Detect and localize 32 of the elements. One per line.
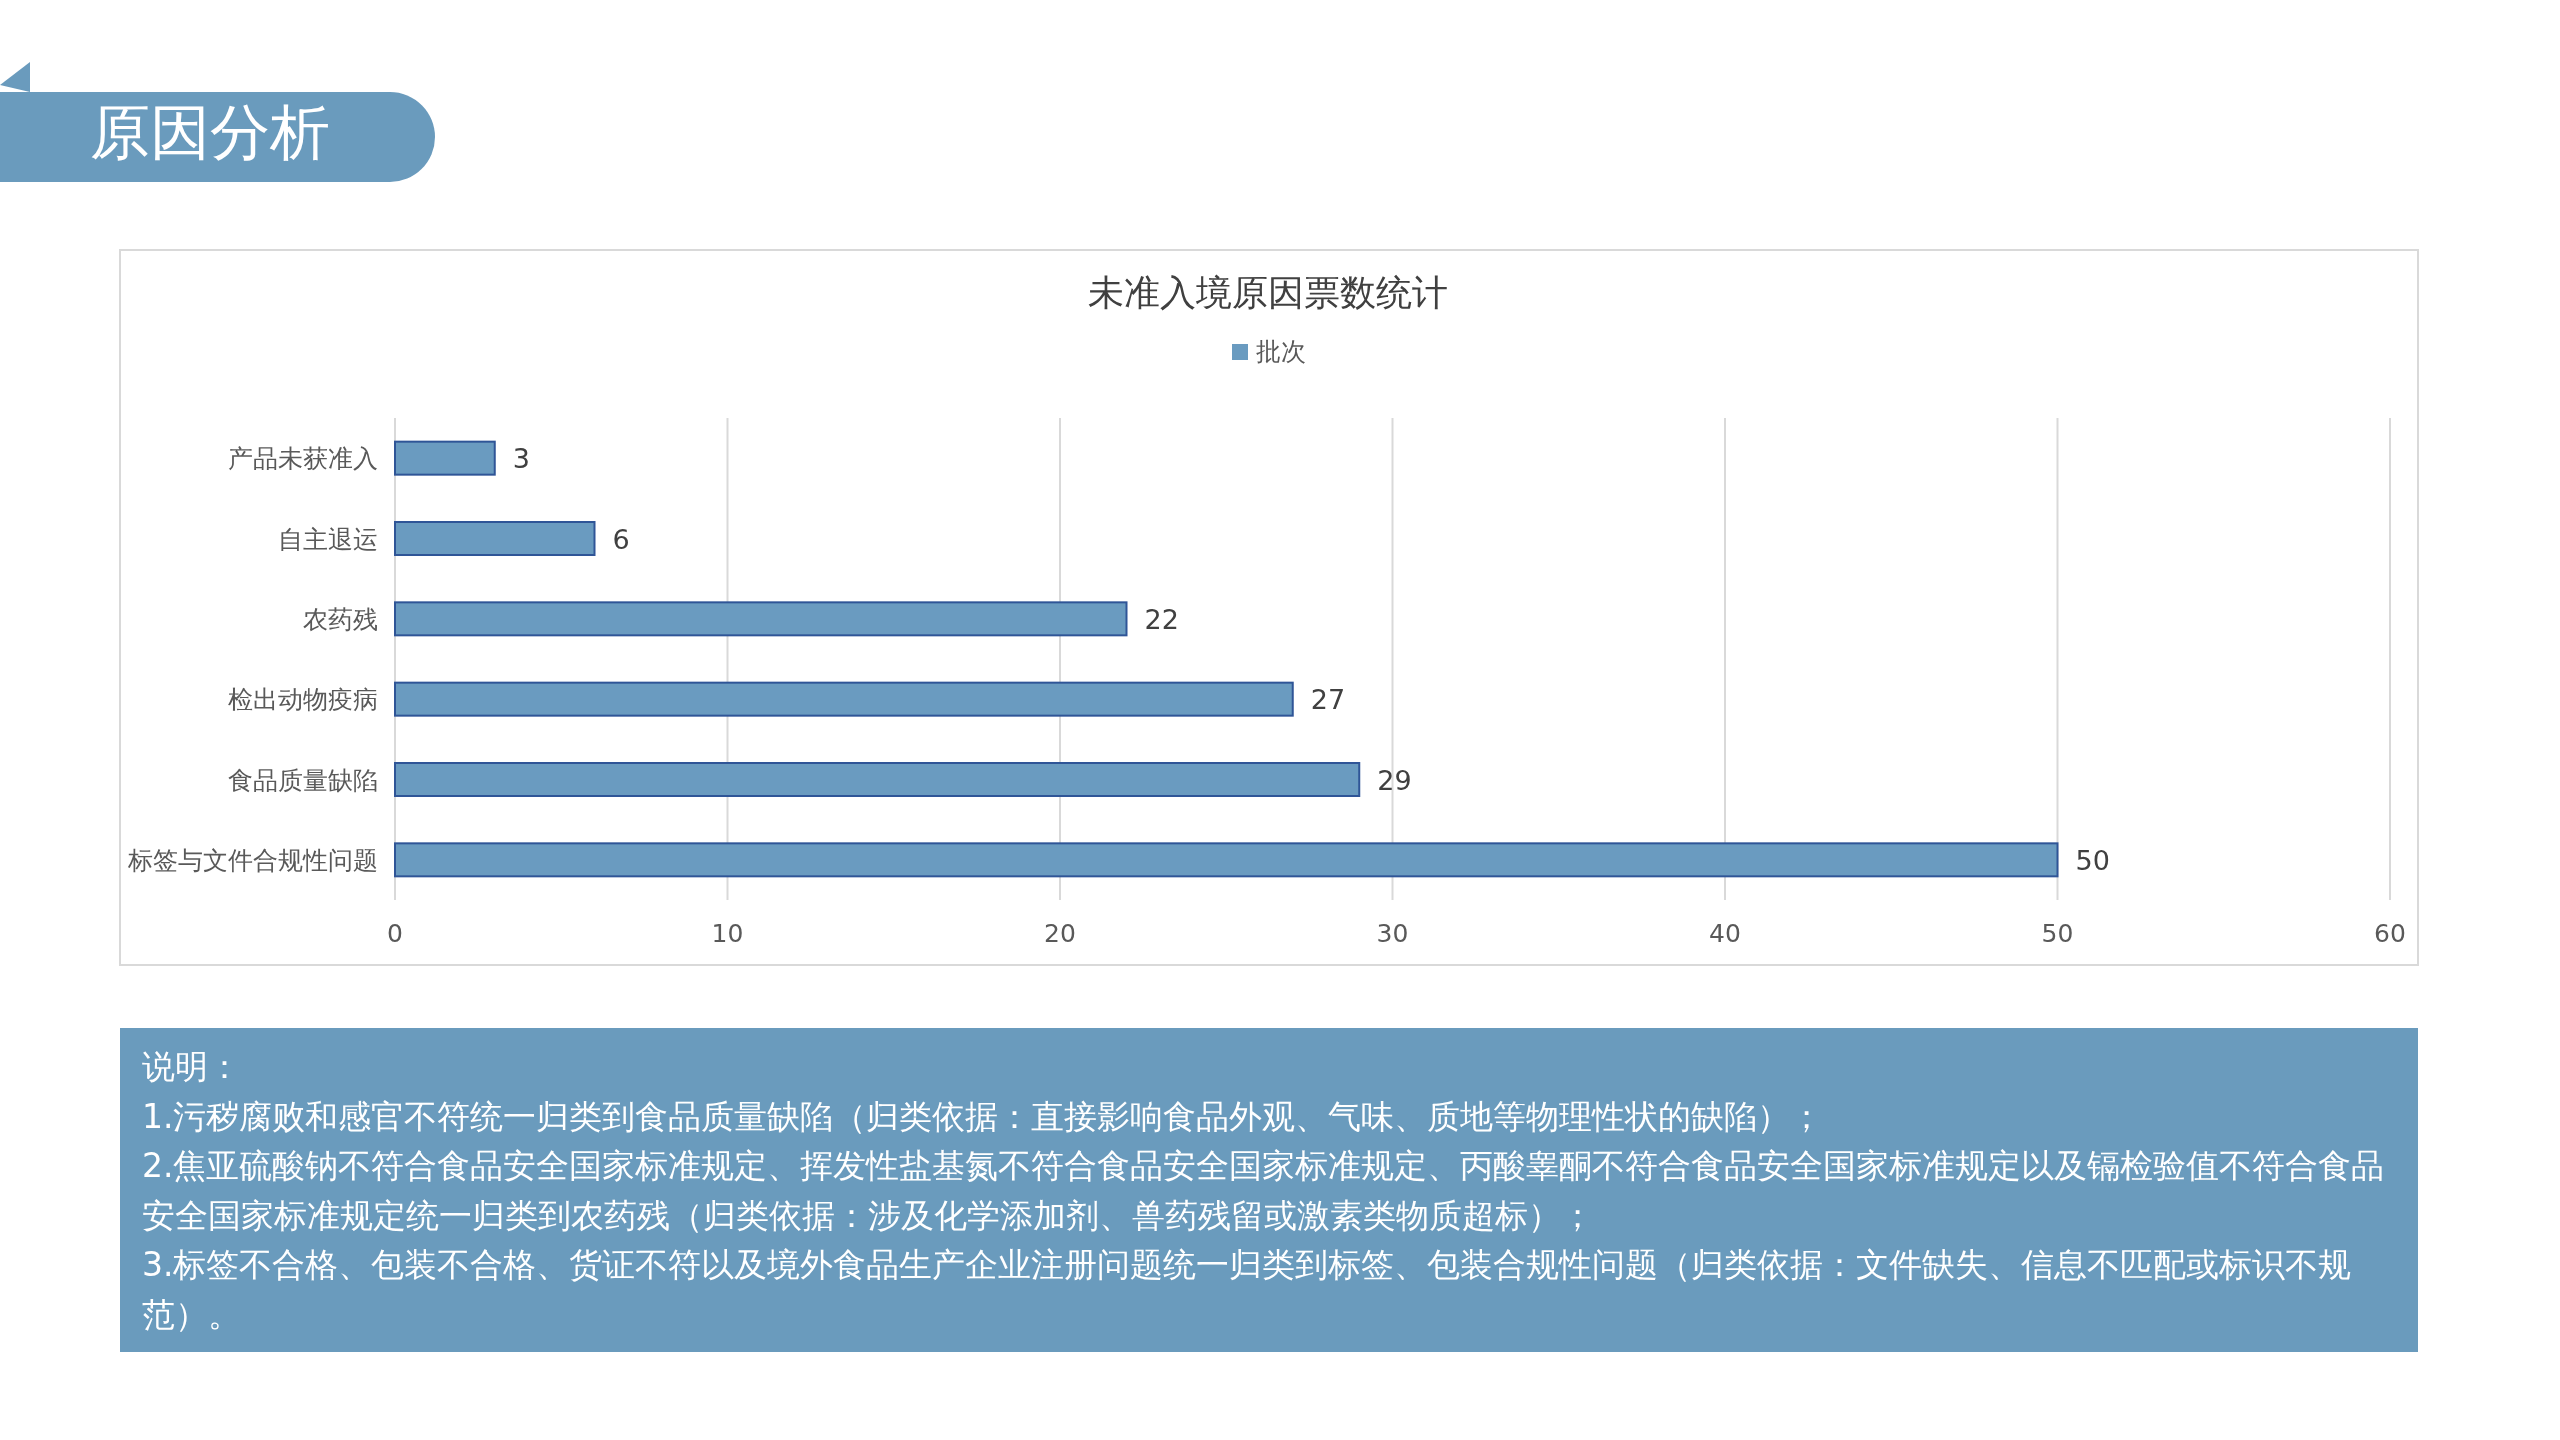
x-tick-label: 50 bbox=[2041, 919, 2074, 948]
bar bbox=[394, 762, 1361, 797]
x-tick-label: 10 bbox=[711, 919, 744, 948]
y-tick-label: 标签与文件合规性问题 bbox=[127, 845, 378, 875]
y-tick-label: 食品质量缺陷 bbox=[228, 765, 378, 795]
x-tick-label: 40 bbox=[1709, 919, 1741, 948]
bar bbox=[394, 842, 2059, 878]
text: 2.焦亚硫酸钠不符合食品安全国家标准规定、挥发性盐基氮不符合食品安全国家标准规定、丙酸睾酮不符合食品安全国家标准规定以及镉检验值不符合食品安全国家标准规定统一归类到农药残（归类依据：涉及化学添加剂、兽药残留或激素类物质超标）； bbox=[142, 1145, 2386, 1237]
y-tick-label: 农药残 bbox=[303, 604, 378, 634]
data-label: 6 bbox=[612, 523, 630, 555]
data-label: 29 bbox=[1377, 764, 1412, 796]
text: 1.污秽腐败和感官不符统一归类到食品质量缺陷（归类依据：直接影响食品外观、气味、质地等物理性状的缺陷）； bbox=[142, 1095, 1825, 1138]
y-tick-label: 自主退运 bbox=[278, 524, 378, 554]
x-tick-label: 0 bbox=[387, 919, 403, 948]
bar bbox=[394, 681, 1294, 717]
text: 原因分析 bbox=[90, 97, 330, 167]
text: 3.标签不合格、包装不合格、货证不符以及境外食品生产企业注册问题统一归类到标签、包装合规性问题（归类依据：文件缺失、信息不匹配或标识不规范）。 bbox=[142, 1244, 2353, 1336]
x-tick-label: 20 bbox=[1044, 919, 1076, 948]
bar bbox=[394, 601, 1128, 637]
legend-label: 批次 bbox=[1256, 337, 1306, 366]
x-tick-label: 60 bbox=[2374, 919, 2406, 948]
x-tick-label: 30 bbox=[1376, 919, 1409, 948]
bar bbox=[394, 521, 596, 556]
data-label: 27 bbox=[1310, 684, 1346, 716]
data-label: 22 bbox=[1144, 603, 1179, 635]
y-tick-label: 检出动物疫病 bbox=[228, 685, 378, 715]
data-label: 50 bbox=[2075, 844, 2110, 876]
data-label: 3 bbox=[512, 443, 530, 475]
y-tick-label: 产品未获准入 bbox=[228, 444, 378, 474]
chart-title: 未准入境原因票数统计 bbox=[1088, 272, 1448, 313]
bar bbox=[394, 440, 496, 476]
text: 说明： bbox=[142, 1046, 242, 1088]
